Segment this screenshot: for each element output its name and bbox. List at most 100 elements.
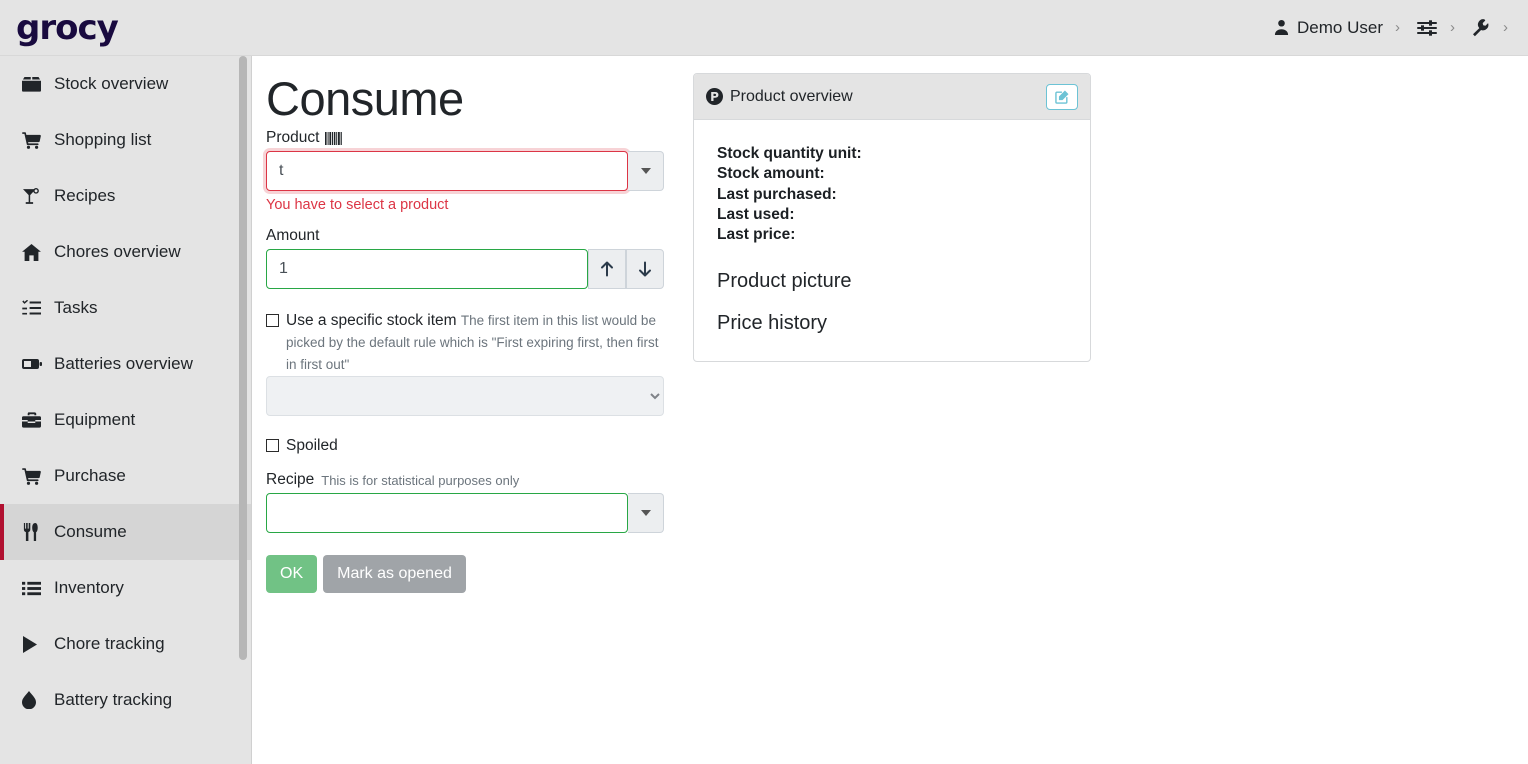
sidebar-label: Consume	[54, 522, 127, 541]
sidebar-item-shopping-list[interactable]: Shopping list	[0, 112, 251, 168]
product-picture-heading: Product picture	[717, 270, 852, 293]
product-input[interactable]	[266, 151, 628, 191]
header-user-menu[interactable]: Demo User	[1267, 0, 1389, 56]
sidebar-label: Chores overview	[54, 242, 181, 261]
recipe-dropdown-button[interactable]	[628, 493, 664, 533]
amount-input[interactable]	[266, 249, 588, 289]
amount-field-label: Amount	[266, 227, 666, 245]
product-circle-icon: P	[706, 88, 723, 105]
product-overview-title: Product overview	[730, 87, 853, 105]
specific-stock-label-text: Use a specific stock item	[286, 312, 457, 329]
page-title: Consume	[266, 72, 464, 125]
sidebar-label: Shopping list	[54, 130, 152, 149]
header-settings-menu[interactable]	[1410, 0, 1444, 56]
sidebar-item-chores-overview[interactable]: Chores overview	[0, 224, 251, 280]
ok-button[interactable]: OK	[266, 555, 318, 593]
product-overview-card-header: P Product overview	[694, 74, 1090, 120]
cart-icon	[22, 131, 46, 149]
last-price-row: Last price:	[717, 226, 796, 244]
sidebar-item-battery-tracking[interactable]: Battery tracking	[0, 672, 251, 728]
sidebar-label: Batteries overview	[54, 354, 193, 373]
product-dropdown-button[interactable]	[628, 151, 664, 191]
utensils-icon	[22, 523, 46, 541]
recipe-input-group	[266, 493, 664, 533]
product-validation-message: You have to select a product	[266, 197, 449, 213]
wrench-icon	[1471, 18, 1491, 38]
sidebar-label: Stock overview	[54, 74, 169, 93]
amount-input-group	[266, 249, 664, 289]
cocktail-icon	[22, 187, 46, 205]
sidebar-nav: Stock overview Shopping list Recipes Cho…	[0, 56, 252, 764]
arrow-up-icon	[601, 261, 613, 277]
app-logo[interactable]: grocy	[16, 7, 119, 48]
mark-as-opened-button[interactable]: Mark as opened	[323, 555, 466, 593]
stock-amount-row: Stock amount:	[717, 165, 825, 183]
barcode-icon[interactable]	[325, 131, 343, 145]
product-overview-card: P Product overview Stock quantity unit: …	[693, 73, 1091, 363]
sidebar-item-consume[interactable]: Consume	[0, 504, 251, 560]
spoiled-label: Spoiled	[286, 437, 338, 454]
last-purchased-row: Last purchased:	[717, 185, 837, 203]
chevron-right-icon-user[interactable]: ›	[1395, 19, 1400, 36]
consume-form: Product You have to select a pr	[266, 129, 666, 593]
product-overview-card-body: Stock quantity unit: Stock amount: Last …	[694, 120, 1090, 361]
sidebar-label: Recipes	[54, 186, 116, 205]
form-actions: OK Mark as opened	[266, 555, 666, 593]
sidebar-item-recipes[interactable]: Recipes	[0, 168, 251, 224]
box-icon	[22, 76, 46, 92]
sidebar-item-purchase[interactable]: Purchase	[0, 448, 251, 504]
chevron-right-icon-tools[interactable]: ›	[1503, 19, 1508, 36]
amount-increment-button[interactable]	[588, 249, 626, 289]
product-label-text: Product	[266, 129, 320, 146]
amount-decrement-button[interactable]	[626, 249, 664, 289]
recipe-field-label: Recipe This is for statistical purposes …	[266, 471, 666, 489]
sidebar-item-stock-overview[interactable]: Stock overview	[0, 56, 251, 112]
price-history-heading: Price history	[717, 312, 828, 335]
spoiled-checkbox[interactable]	[266, 439, 279, 452]
droplet-icon	[22, 691, 46, 709]
user-icon	[1273, 19, 1290, 36]
sidebar-item-tasks[interactable]: Tasks	[0, 280, 251, 336]
sidebar-label: Purchase	[54, 466, 126, 485]
sliders-icon	[1416, 19, 1438, 37]
specific-stock-label: Use a specific stock item The first item…	[286, 310, 666, 376]
sidebar-label: Tasks	[54, 298, 98, 317]
toolbox-icon	[22, 412, 46, 428]
specific-stock-select[interactable]	[266, 376, 664, 416]
edit-pencil-icon	[1054, 90, 1068, 104]
specific-stock-checkbox-row[interactable]: Use a specific stock item The first item…	[266, 310, 666, 376]
main-content: Consume Product	[253, 56, 1528, 764]
tasks-icon	[22, 300, 46, 316]
sidebar-scrollbar-thumb[interactable]	[239, 56, 247, 660]
list-icon	[22, 581, 46, 596]
sidebar-label: Battery tracking	[54, 690, 173, 709]
header-actions: Demo User › › ›	[1267, 0, 1518, 56]
sidebar-label: Equipment	[54, 410, 136, 429]
chevron-down-icon	[640, 510, 651, 516]
cart-icon	[22, 467, 46, 485]
amount-label-text: Amount	[266, 227, 320, 244]
play-icon	[22, 635, 46, 653]
last-used-row: Last used:	[717, 205, 795, 223]
stock-quantity-unit-row: Stock quantity unit:	[717, 145, 862, 162]
sidebar-item-inventory[interactable]: Inventory	[0, 560, 251, 616]
recipe-label-text: Recipe	[266, 471, 315, 488]
sidebar-item-chore-tracking[interactable]: Chore tracking	[0, 616, 251, 672]
battery-icon	[22, 358, 46, 370]
recipe-input[interactable]	[266, 493, 628, 533]
chevron-right-icon-settings[interactable]: ›	[1450, 19, 1455, 36]
sidebar-item-batteries-overview[interactable]: Batteries overview	[0, 336, 251, 392]
sidebar-label: Inventory	[54, 578, 124, 597]
product-field-label: Product	[266, 129, 666, 147]
product-input-group	[266, 151, 664, 191]
arrow-down-icon	[639, 261, 651, 277]
header-user-label: Demo User	[1297, 17, 1383, 37]
spoiled-checkbox-row[interactable]: Spoiled	[266, 435, 666, 457]
home-icon	[22, 243, 46, 261]
chevron-down-icon	[640, 168, 651, 174]
header-tools-menu[interactable]	[1465, 0, 1497, 56]
specific-stock-checkbox[interactable]	[266, 314, 279, 327]
top-header-bar: grocy Demo User ›	[0, 0, 1528, 56]
edit-product-button[interactable]	[1046, 83, 1078, 110]
sidebar-item-equipment[interactable]: Equipment	[0, 392, 251, 448]
